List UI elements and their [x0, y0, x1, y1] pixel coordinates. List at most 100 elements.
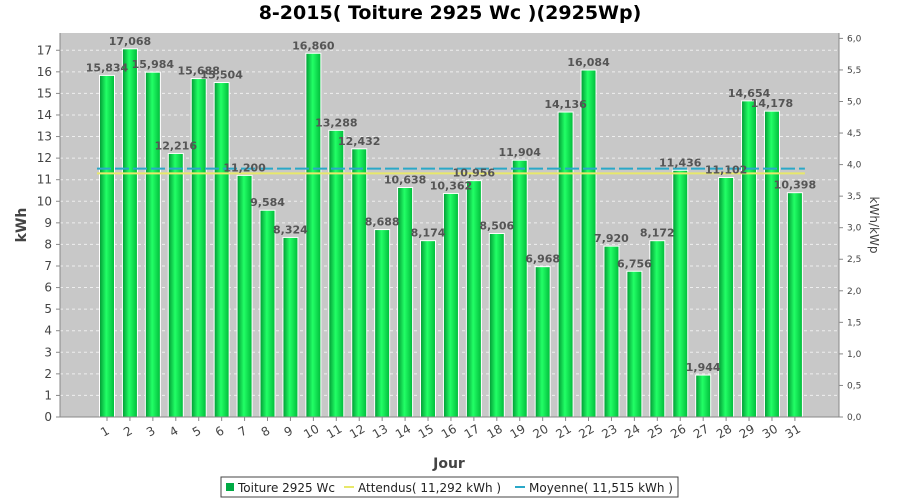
bar-day-19: [511, 159, 528, 418]
bar-value-label: 10,398: [774, 179, 816, 192]
y-tick-label: 8: [44, 237, 52, 251]
y2-tick-label: 1,5: [847, 318, 861, 328]
x-tick-label: 21: [553, 422, 573, 442]
bar-day-4: [167, 152, 184, 418]
x-tick-label: 26: [668, 422, 688, 442]
bar-day-25: [649, 240, 666, 418]
bar-day-12: [351, 148, 368, 418]
bar-value-label: 11,436: [659, 156, 702, 169]
bar-day-27: [695, 374, 712, 418]
bar-value-label: 12,432: [338, 135, 380, 148]
x-tick-label: 22: [576, 422, 596, 442]
x-tick-label: 9: [282, 424, 296, 440]
bar-value-label: 15,984: [132, 58, 175, 71]
x-tick-label: 7: [236, 424, 250, 440]
y-tick-label: 5: [44, 302, 52, 316]
y2-tick-label: 2,5: [847, 255, 861, 265]
y-tick-label: 3: [44, 345, 52, 359]
y2-tick-label: 4,5: [847, 129, 861, 139]
y2-tick-label: 5,5: [847, 66, 861, 76]
y2-ticks: 0,0 0,5 1,0 1,5 2,0 2,5 3,0 3,5 4,0 4,5 5,0 5,5 6,0: [839, 34, 862, 423]
bar-day-28: [718, 176, 735, 418]
y2-tick-label: 3,0: [847, 224, 862, 234]
x-tick-label: 5: [190, 424, 204, 440]
y-tick-label: 13: [37, 130, 52, 144]
bar-day-30: [763, 110, 780, 418]
bar-value-label: 8,172: [640, 227, 675, 240]
bar-day-31: [786, 192, 803, 418]
bars-group: [99, 48, 803, 418]
bar-day-2: [121, 48, 138, 418]
legend: Toiture 2925 Wc Attendus( 11,292 kWh ) M…: [220, 476, 679, 498]
x-tick-label: 18: [485, 422, 505, 442]
legend-label-bars: Toiture 2925 Wc: [237, 481, 335, 495]
bar-value-label: 11,200: [223, 161, 266, 174]
x-tick-label: 17: [462, 422, 482, 442]
legend-box: [220, 476, 679, 498]
x-tick-label: 2: [121, 424, 135, 440]
bar-value-label: 10,638: [384, 174, 426, 187]
y2-tick-label: 3,5: [847, 192, 861, 202]
bar-value-label: 14,136: [544, 98, 587, 111]
legend-label-moyenne: Moyenne( 11,515 kWh ): [529, 481, 673, 495]
x-tick-label: 16: [439, 422, 459, 442]
y2-tick-label: 2,0: [847, 287, 862, 297]
x-tick-label: 19: [508, 422, 528, 442]
bar-day-29: [741, 100, 758, 418]
y2-tick-label: 4,0: [847, 161, 862, 171]
y-axis-title: kWh: [14, 208, 30, 243]
x-tick-label: 6: [213, 424, 227, 440]
y-tick-label: 16: [37, 65, 52, 79]
bar-value-label: 7,920: [594, 232, 629, 245]
legend-swatch-bars: [226, 483, 234, 491]
x-tick-label: 4: [167, 424, 181, 440]
y2-tick-label: 0,5: [847, 381, 861, 391]
bar-day-10: [305, 52, 322, 418]
bar-day-17: [465, 180, 482, 418]
bar-value-label: 8,506: [479, 219, 514, 232]
x-tick-label: 10: [301, 422, 321, 442]
legend-label-attendus: Attendus( 11,292 kWh ): [358, 481, 501, 495]
bar-value-label: 8,688: [365, 216, 400, 229]
x-tick-label: 24: [622, 422, 642, 442]
y-tick-label: 9: [44, 216, 52, 230]
x-tick-label: 28: [714, 422, 734, 442]
bar-day-3: [144, 71, 161, 418]
bar-day-23: [603, 245, 620, 418]
x-tick-label: 12: [347, 422, 367, 442]
bar-day-18: [488, 232, 505, 418]
bar-value-label: 16,084: [567, 56, 610, 69]
y-tick-label: 11: [37, 173, 52, 187]
bar-day-13: [374, 229, 391, 418]
bar-day-21: [557, 111, 574, 418]
y-tick-label: 14: [37, 108, 52, 122]
y2-axis-title: kWh/kWp: [867, 197, 881, 254]
bar-value-label: 12,216: [155, 139, 198, 152]
y-tick-label: 4: [44, 324, 52, 338]
x-axis-title: Jour: [432, 456, 465, 472]
bar-day-15: [420, 240, 437, 418]
bar-value-label: 10,956: [453, 167, 496, 180]
bar-day-24: [626, 270, 643, 418]
y-tick-label: 15: [37, 86, 52, 100]
y2-tick-label: 5,0: [847, 97, 862, 107]
bar-value-label: 17,068: [109, 35, 151, 48]
bar-day-1: [99, 74, 115, 418]
x-tick-label: 11: [324, 422, 344, 442]
x-tick-label: 27: [691, 422, 711, 442]
bar-value-label: 6,756: [617, 257, 652, 270]
x-ticks: 1 2 3 4 5 6 7 8 9 10 11 12 13 14 15 16 17 18 19 20 21 22 23 24 2…: [98, 417, 803, 441]
x-tick-label: 15: [416, 422, 436, 442]
y-tick-label: 17: [37, 43, 52, 57]
bar-day-6: [213, 82, 230, 418]
bar-value-label: 15,834: [86, 61, 129, 74]
reference-lines: [97, 167, 805, 175]
bar-day-5: [190, 78, 207, 418]
x-tick-label: 14: [393, 422, 413, 442]
y-tick-label: 6: [44, 281, 52, 295]
bar-value-label: 13,288: [315, 116, 357, 129]
y-tick-label: 2: [44, 367, 52, 381]
x-tick-label: 29: [737, 422, 757, 442]
bar-value-label: 15,688: [177, 65, 219, 78]
